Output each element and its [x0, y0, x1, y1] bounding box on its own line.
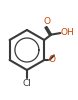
Text: O: O: [43, 17, 50, 26]
Text: OH: OH: [61, 28, 75, 37]
Text: Cl: Cl: [22, 79, 31, 88]
Text: O: O: [49, 55, 56, 64]
